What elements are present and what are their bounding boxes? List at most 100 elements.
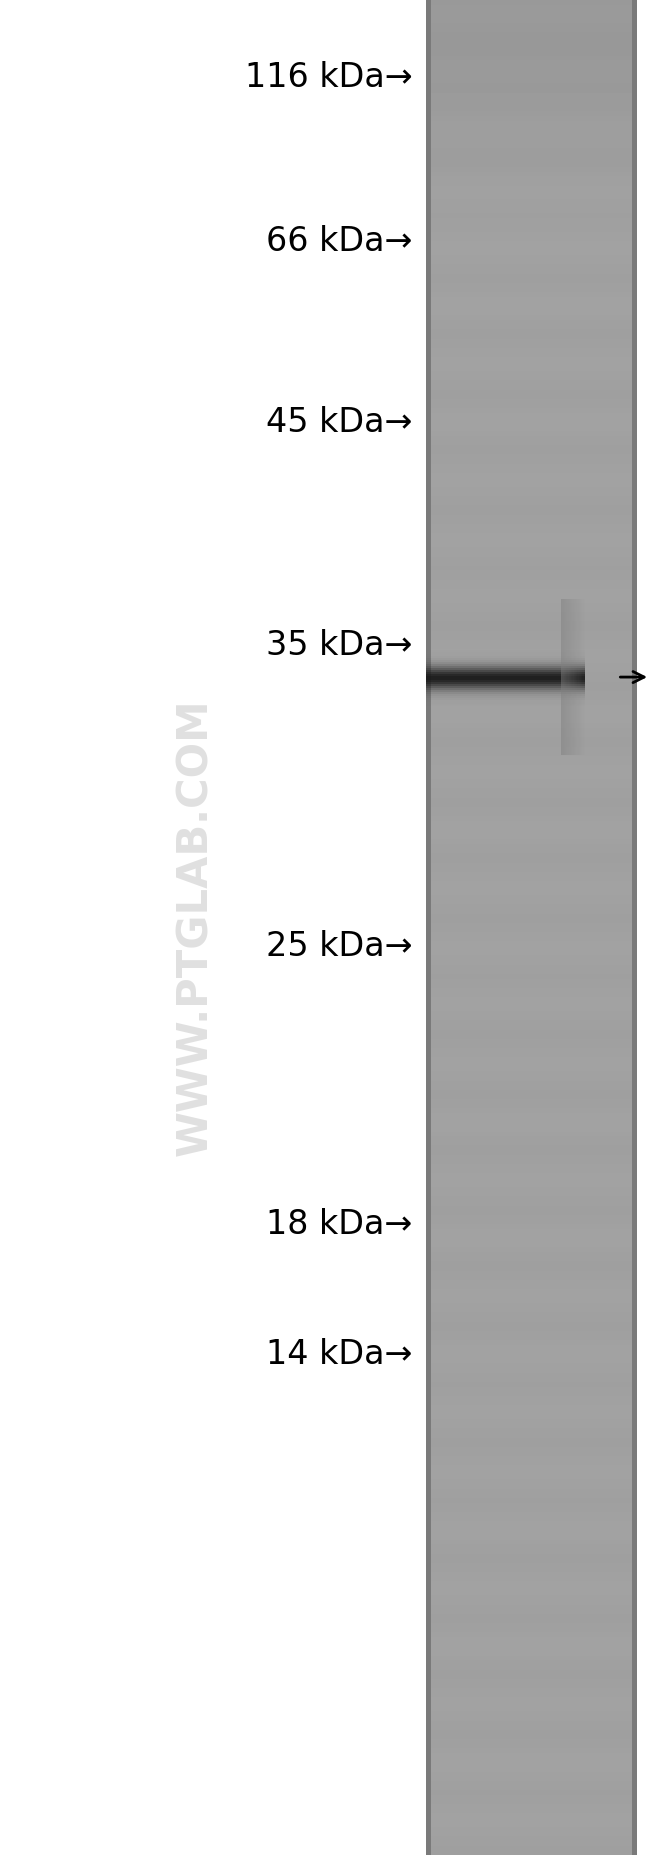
- Bar: [565, 599, 566, 755]
- Bar: [426, 0, 431, 1855]
- Bar: [426, 1803, 637, 1809]
- Bar: [426, 707, 585, 710]
- Bar: [426, 477, 637, 482]
- Bar: [426, 738, 585, 742]
- Bar: [426, 1692, 637, 1697]
- Bar: [426, 653, 637, 659]
- Bar: [426, 1132, 637, 1135]
- Bar: [426, 167, 637, 171]
- Bar: [426, 467, 637, 473]
- Bar: [426, 1710, 637, 1716]
- Bar: [426, 171, 637, 176]
- Bar: [426, 659, 637, 662]
- Bar: [426, 729, 637, 733]
- Bar: [426, 590, 637, 594]
- Bar: [426, 751, 585, 753]
- Bar: [426, 158, 637, 161]
- Bar: [426, 699, 637, 705]
- Bar: [426, 180, 637, 186]
- Bar: [426, 636, 585, 638]
- Bar: [426, 1833, 637, 1836]
- Bar: [426, 597, 637, 603]
- Bar: [426, 1159, 637, 1165]
- Bar: [426, 306, 637, 310]
- Bar: [426, 1703, 637, 1707]
- Bar: [426, 250, 637, 254]
- Bar: [426, 1549, 637, 1554]
- Bar: [426, 1043, 637, 1048]
- Bar: [426, 1345, 637, 1350]
- Bar: [426, 872, 637, 876]
- Bar: [426, 362, 637, 365]
- Bar: [426, 623, 585, 625]
- Bar: [426, 284, 637, 288]
- Bar: [426, 1005, 637, 1011]
- Bar: [426, 1298, 637, 1302]
- Bar: [426, 1224, 637, 1228]
- Bar: [426, 1623, 637, 1629]
- Bar: [426, 673, 637, 677]
- Bar: [426, 375, 637, 380]
- Bar: [426, 1215, 637, 1221]
- Bar: [426, 696, 585, 697]
- Bar: [426, 1540, 637, 1543]
- Bar: [426, 1024, 637, 1030]
- Bar: [426, 731, 585, 733]
- Bar: [426, 694, 585, 696]
- Bar: [426, 594, 637, 597]
- Bar: [426, 1729, 637, 1734]
- Bar: [426, 1243, 637, 1247]
- Bar: [426, 575, 637, 579]
- Text: 18 kDa→: 18 kDa→: [266, 1208, 413, 1241]
- Bar: [426, 1506, 637, 1512]
- Bar: [426, 1465, 637, 1469]
- Bar: [426, 722, 585, 723]
- Bar: [426, 56, 637, 59]
- Bar: [426, 1339, 637, 1345]
- Bar: [426, 186, 637, 189]
- Bar: [426, 605, 585, 607]
- Bar: [426, 918, 637, 922]
- Bar: [426, 6, 637, 9]
- Bar: [426, 492, 637, 495]
- Bar: [426, 176, 637, 180]
- Bar: [426, 115, 637, 121]
- Bar: [426, 260, 637, 263]
- Bar: [426, 1573, 637, 1577]
- Bar: [426, 454, 637, 460]
- Bar: [426, 278, 637, 282]
- Bar: [426, 1052, 637, 1057]
- Bar: [426, 1651, 637, 1655]
- Bar: [426, 1289, 637, 1295]
- Bar: [426, 1688, 637, 1692]
- Bar: [426, 358, 637, 362]
- Bar: [426, 692, 637, 696]
- Bar: [426, 380, 637, 386]
- Bar: [426, 69, 637, 74]
- Bar: [426, 325, 637, 330]
- Bar: [581, 599, 582, 755]
- Bar: [426, 922, 637, 928]
- Bar: [577, 599, 578, 755]
- Bar: [426, 1183, 637, 1187]
- Bar: [426, 1610, 637, 1614]
- Bar: [426, 1707, 637, 1710]
- Bar: [426, 130, 637, 134]
- Bar: [426, 677, 637, 681]
- Bar: [426, 96, 637, 102]
- Bar: [575, 599, 576, 755]
- Bar: [426, 1206, 637, 1209]
- Bar: [426, 1406, 637, 1410]
- Bar: [426, 829, 637, 835]
- Bar: [426, 9, 637, 13]
- Bar: [426, 1447, 637, 1451]
- Bar: [426, 996, 637, 1002]
- Bar: [426, 399, 637, 404]
- Bar: [426, 1425, 637, 1428]
- Bar: [426, 603, 637, 608]
- Bar: [426, 24, 637, 28]
- Bar: [426, 80, 637, 83]
- Bar: [426, 946, 637, 950]
- Bar: [426, 1382, 637, 1388]
- Bar: [426, 1302, 637, 1308]
